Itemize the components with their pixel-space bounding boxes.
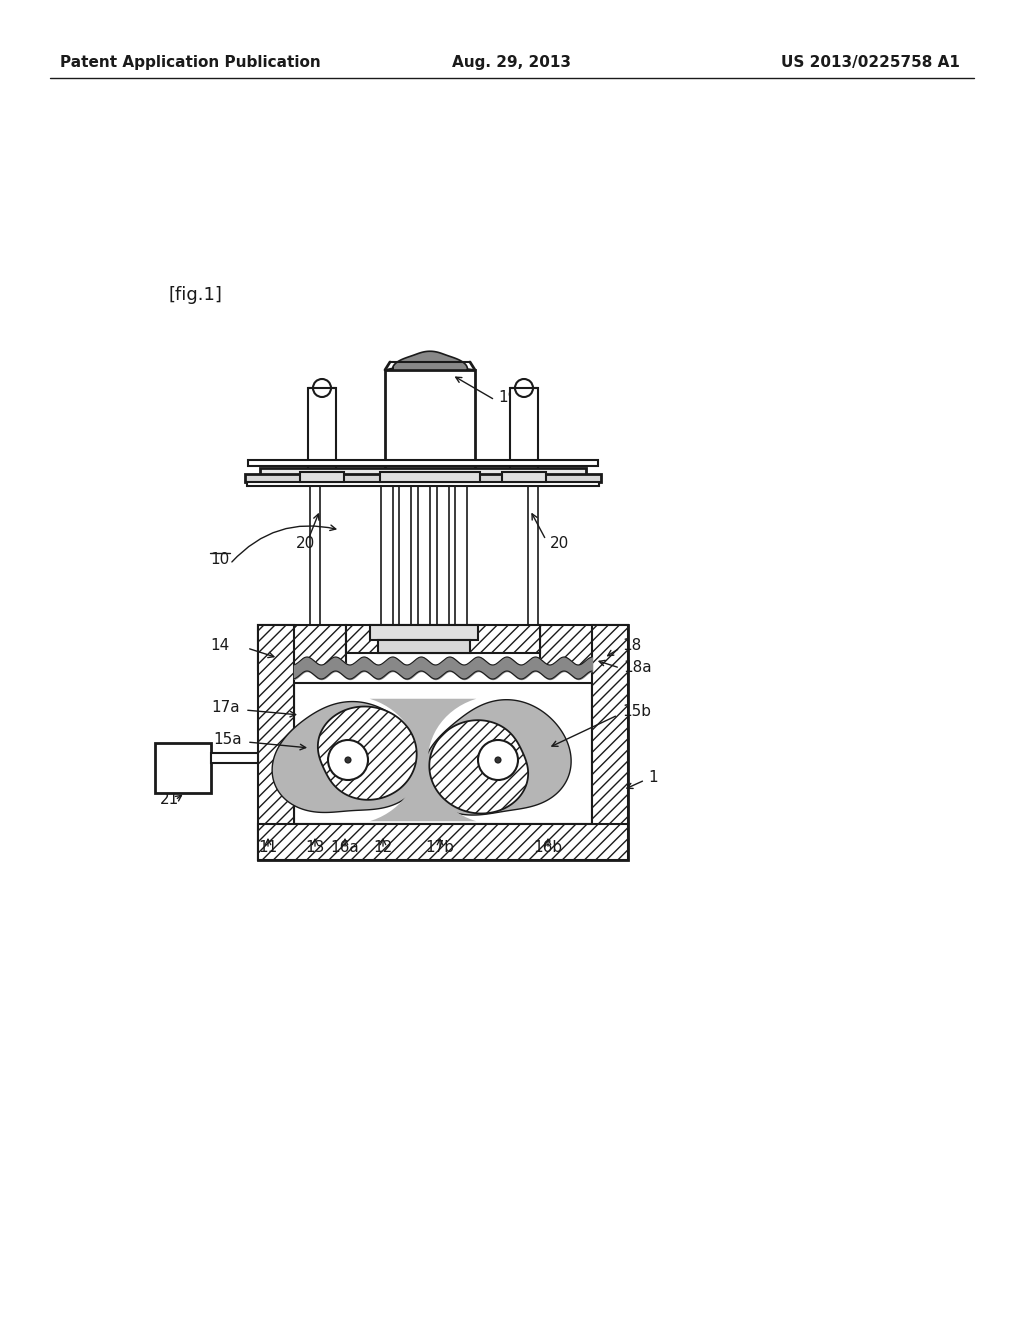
Polygon shape [272,701,423,813]
Text: 19: 19 [498,391,517,405]
Text: 17b: 17b [426,841,455,855]
Bar [540,624,628,671]
Bar [399,486,411,638]
Bar [247,482,599,486]
Circle shape [328,741,368,780]
Bar [502,473,546,482]
Polygon shape [423,700,571,814]
Text: 18: 18 [622,638,641,652]
Circle shape [515,379,534,397]
Bar [308,388,336,470]
Text: 16a: 16a [331,841,359,855]
Text: Aug. 29, 2013: Aug. 29, 2013 [453,54,571,70]
Text: 21: 21 [160,792,179,808]
Text: 20: 20 [550,536,569,550]
Bar [258,824,628,861]
Bar [346,624,540,653]
Bar [211,752,258,763]
Bar [381,486,393,638]
Bar [437,486,449,638]
Bar [258,624,294,861]
Bar [370,624,478,640]
Bar [592,624,628,861]
Text: 20: 20 [296,536,315,550]
Bar [260,469,586,478]
Bar [300,473,344,482]
Bar [310,486,319,626]
Bar [455,486,467,638]
Text: 16b: 16b [534,841,562,855]
Text: 12: 12 [374,841,392,855]
Text: 13: 13 [305,841,325,855]
Bar [380,473,480,482]
Text: 11: 11 [258,841,278,855]
Bar [245,474,601,482]
Text: 15b: 15b [622,705,651,719]
Text: Patent Application Publication: Patent Application Publication [60,54,321,70]
Circle shape [478,741,518,780]
Bar [155,743,211,793]
Circle shape [495,756,501,763]
Circle shape [313,379,331,397]
Bar [248,459,598,466]
Bar [528,486,538,626]
Text: 18a: 18a [623,660,651,676]
Bar [385,370,475,470]
Circle shape [345,756,351,763]
Bar [378,640,470,653]
Text: 17a: 17a [211,700,240,714]
Bar [258,624,346,671]
Bar [418,486,430,638]
Text: 10: 10 [210,553,229,568]
Bar [510,388,538,470]
Polygon shape [429,721,528,813]
Polygon shape [385,351,475,370]
Text: 15a: 15a [213,733,242,747]
Polygon shape [370,698,476,821]
Bar [294,682,592,824]
Text: 14: 14 [211,638,230,652]
Text: 1: 1 [648,771,657,785]
Text: US 2013/0225758 A1: US 2013/0225758 A1 [781,54,961,70]
Text: [fig.1]: [fig.1] [168,286,222,304]
Polygon shape [317,706,417,800]
Bar [258,624,628,861]
